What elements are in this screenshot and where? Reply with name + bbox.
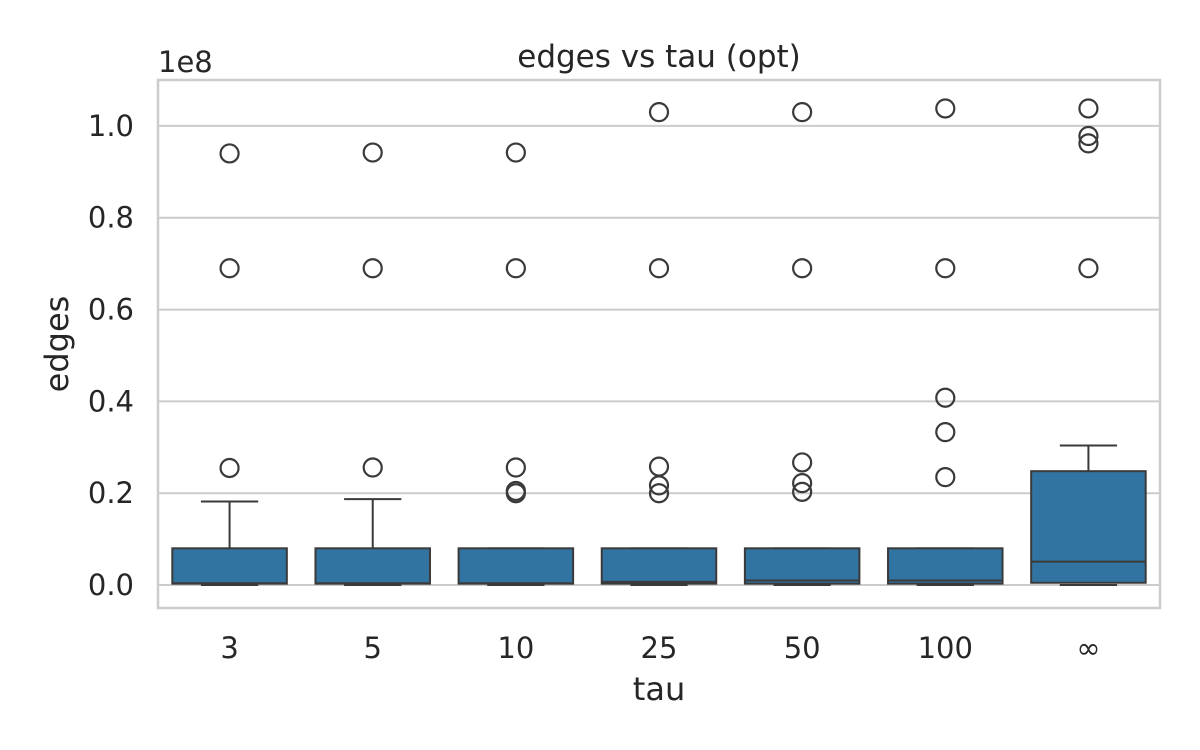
outlier-point xyxy=(792,258,813,279)
x-tick-label: ∞ xyxy=(1076,631,1100,665)
x-tick-label: 3 xyxy=(220,631,238,665)
outlier-point xyxy=(505,142,526,163)
y-tick-label: 0.4 xyxy=(88,384,134,418)
x-tick-label: 100 xyxy=(918,631,973,665)
tick-labels: 0.0 0.2 0.4 0.6 0.8 1.0 3 5 10 25 50 100 ∞ xyxy=(88,109,1101,665)
outlier-point xyxy=(362,258,383,279)
outlier-point xyxy=(362,457,383,478)
outlier-point xyxy=(1078,98,1099,119)
outlier-point xyxy=(792,452,813,473)
outlier-point xyxy=(935,98,956,119)
x-tick-label: 25 xyxy=(641,631,678,665)
outlier-point xyxy=(935,467,956,488)
y-tick-label: 0.0 xyxy=(88,568,134,602)
x-axis-label: tau xyxy=(633,670,685,708)
box-group xyxy=(457,142,575,587)
outlier-point xyxy=(792,481,813,502)
outlier-point xyxy=(219,143,240,164)
outlier-point xyxy=(792,473,813,494)
box-group xyxy=(887,98,1004,587)
x-tick-label: 5 xyxy=(363,631,381,665)
outlier-point xyxy=(648,456,670,477)
box xyxy=(600,547,718,585)
box-group xyxy=(1030,98,1147,587)
box xyxy=(457,547,575,585)
outlier-point xyxy=(1078,125,1099,147)
box xyxy=(171,547,288,585)
outlier-point xyxy=(219,258,240,279)
outlier-point xyxy=(505,480,526,502)
y-axis-label: edges xyxy=(38,296,76,393)
outlier-point xyxy=(505,457,526,478)
outlier-point xyxy=(648,258,670,279)
box xyxy=(1030,470,1147,584)
outlier-point xyxy=(1078,133,1099,154)
outlier-point xyxy=(362,142,383,163)
boxes xyxy=(171,98,1147,587)
outlier-point xyxy=(935,422,956,443)
outlier-point xyxy=(935,258,956,279)
outlier-point xyxy=(792,102,813,123)
y-axis-offset-label: 1e8 xyxy=(158,45,213,79)
outlier-point xyxy=(505,258,526,279)
outlier-point xyxy=(935,387,956,408)
y-tick-label: 0.2 xyxy=(88,476,134,510)
box-group xyxy=(171,143,288,587)
outlier-point xyxy=(1078,258,1099,279)
grid xyxy=(158,124,1160,587)
plot-frame xyxy=(156,78,1162,610)
box-group xyxy=(743,102,861,587)
x-tick-label: 10 xyxy=(497,631,534,665)
box xyxy=(887,547,1004,585)
y-tick-label: 0.8 xyxy=(88,201,134,235)
chart-title: edges vs tau (opt) xyxy=(517,39,801,75)
outlier-point xyxy=(219,457,240,479)
box-group xyxy=(314,142,431,587)
box-group xyxy=(600,102,718,587)
outlier-point xyxy=(648,483,670,504)
y-tick-label: 0.6 xyxy=(88,293,134,327)
y-tick-label: 1.0 xyxy=(88,109,134,143)
x-tick-label: 50 xyxy=(784,631,821,665)
box xyxy=(743,547,861,585)
box xyxy=(314,547,431,585)
outlier-point xyxy=(648,102,670,123)
